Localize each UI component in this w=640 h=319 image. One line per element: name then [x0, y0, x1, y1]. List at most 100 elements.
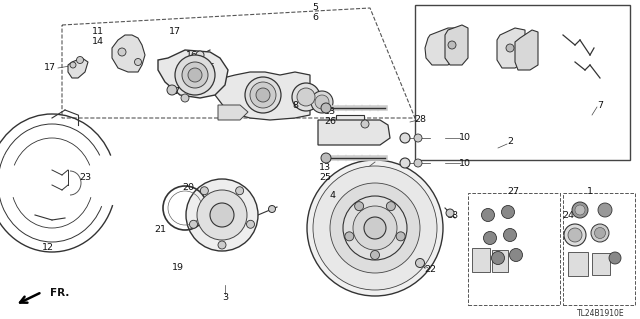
Polygon shape: [445, 25, 468, 65]
Text: 20: 20: [182, 183, 194, 192]
Text: 17: 17: [169, 87, 181, 97]
Circle shape: [118, 48, 126, 56]
Polygon shape: [68, 58, 88, 78]
Circle shape: [256, 88, 270, 102]
Circle shape: [345, 232, 354, 241]
Text: 28: 28: [414, 115, 426, 124]
Text: 13: 13: [324, 108, 336, 116]
Circle shape: [181, 94, 189, 102]
Circle shape: [134, 58, 141, 65]
Circle shape: [481, 209, 495, 221]
Circle shape: [504, 228, 516, 241]
Text: 7: 7: [597, 100, 603, 109]
Circle shape: [609, 252, 621, 264]
Circle shape: [196, 51, 204, 59]
Text: 13: 13: [319, 164, 331, 173]
Circle shape: [364, 217, 386, 239]
Circle shape: [568, 228, 582, 242]
Text: 11: 11: [92, 27, 104, 36]
Circle shape: [414, 134, 422, 142]
Polygon shape: [425, 28, 462, 65]
Text: 17: 17: [169, 27, 181, 36]
Circle shape: [575, 205, 585, 215]
Text: 8: 8: [292, 100, 298, 109]
Text: 9: 9: [322, 103, 328, 113]
Text: 15: 15: [204, 63, 216, 72]
Circle shape: [492, 251, 504, 264]
Polygon shape: [318, 120, 390, 145]
Circle shape: [572, 202, 588, 218]
Text: TL24B1910E: TL24B1910E: [577, 308, 625, 317]
Circle shape: [448, 41, 456, 49]
Text: FR.: FR.: [50, 288, 69, 298]
Circle shape: [77, 56, 83, 63]
Circle shape: [236, 187, 244, 195]
Circle shape: [598, 203, 612, 217]
Circle shape: [269, 205, 275, 212]
Text: 4: 4: [329, 190, 335, 199]
Circle shape: [506, 44, 514, 52]
Polygon shape: [515, 30, 538, 70]
Bar: [492, 250, 508, 272]
Bar: [563, 193, 635, 305]
Circle shape: [330, 183, 420, 273]
Circle shape: [167, 85, 177, 95]
Text: 16: 16: [186, 50, 198, 60]
Text: 1: 1: [587, 188, 593, 197]
Polygon shape: [158, 50, 228, 98]
Circle shape: [70, 62, 76, 68]
Circle shape: [218, 241, 226, 249]
Circle shape: [246, 220, 255, 228]
Circle shape: [175, 55, 215, 95]
Circle shape: [502, 205, 515, 219]
Polygon shape: [497, 28, 525, 68]
Circle shape: [250, 82, 276, 108]
Circle shape: [188, 68, 202, 82]
Text: 10: 10: [459, 159, 471, 167]
Bar: [468, 193, 560, 305]
Circle shape: [189, 220, 198, 228]
Text: 19: 19: [172, 263, 184, 272]
Circle shape: [297, 88, 315, 106]
Circle shape: [355, 202, 364, 211]
Circle shape: [446, 209, 454, 217]
Circle shape: [186, 179, 258, 251]
Text: 18: 18: [447, 211, 459, 219]
Circle shape: [564, 224, 586, 246]
Circle shape: [311, 91, 333, 113]
Circle shape: [400, 158, 410, 168]
Circle shape: [182, 62, 208, 88]
Text: 27: 27: [507, 188, 519, 197]
Text: 25: 25: [319, 174, 331, 182]
Circle shape: [210, 203, 234, 227]
Polygon shape: [218, 105, 248, 120]
Circle shape: [200, 187, 209, 195]
Circle shape: [292, 83, 320, 111]
Circle shape: [361, 120, 369, 128]
Circle shape: [396, 232, 405, 241]
Polygon shape: [112, 35, 145, 72]
Text: 14: 14: [92, 38, 104, 47]
Text: 23: 23: [79, 174, 91, 182]
Circle shape: [353, 206, 397, 250]
Text: 17: 17: [44, 63, 56, 72]
Circle shape: [414, 159, 422, 167]
Bar: [568, 252, 588, 276]
Circle shape: [197, 190, 247, 240]
Circle shape: [245, 77, 281, 113]
Polygon shape: [215, 72, 310, 120]
Text: 2: 2: [507, 137, 513, 146]
Circle shape: [509, 249, 522, 262]
Bar: [472, 248, 490, 272]
Circle shape: [307, 160, 443, 296]
Circle shape: [343, 196, 407, 260]
Text: 3: 3: [222, 293, 228, 302]
Circle shape: [313, 166, 437, 290]
Text: 26: 26: [324, 117, 336, 127]
Bar: [336, 115, 364, 133]
Bar: [415, 5, 630, 160]
Circle shape: [315, 95, 329, 109]
Text: 10: 10: [459, 133, 471, 143]
Text: 6: 6: [312, 13, 318, 23]
Text: 21: 21: [154, 226, 166, 234]
